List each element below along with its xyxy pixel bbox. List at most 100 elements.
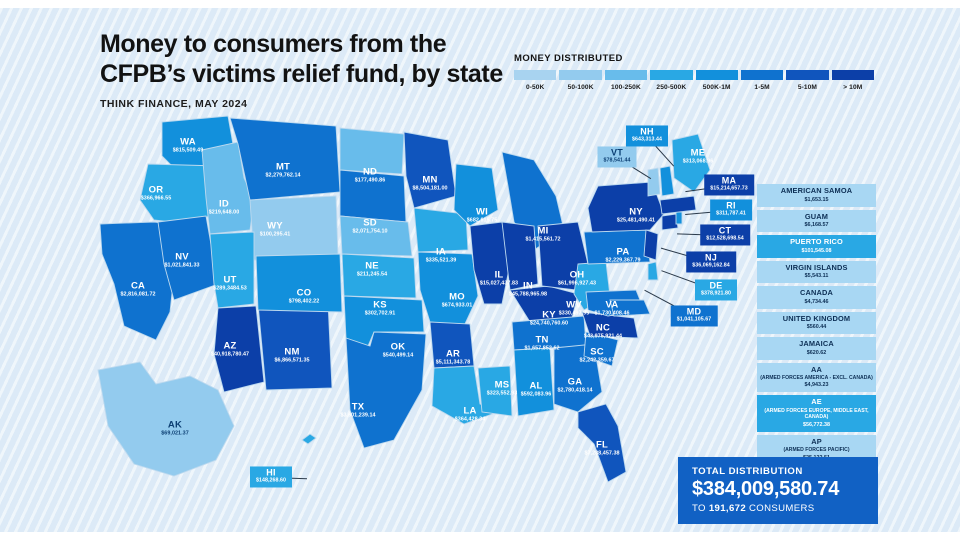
state-shape-ma[interactable] [659,195,697,215]
state-shape-ri[interactable] [675,211,683,225]
state-shape-nh[interactable] [659,165,675,197]
territories-list: AMERICAN SAMOA $1,653.15 GUAM $6,168.57 PUER… [757,184,876,468]
legend-item: 1-5M [740,70,784,91]
header: Money to consumers from the CFPB’s victi… [100,30,503,110]
territory-row[interactable]: AMERICAN SAMOA $1,653.15 [757,184,876,207]
state-shape-co[interactable] [255,253,343,313]
territory-name: CANADA [800,288,833,298]
state-shape-nv[interactable] [157,215,219,301]
territory-row[interactable]: UNITED KINGDOM $560.44 [757,311,876,335]
state-shape-de[interactable] [647,261,659,281]
territory-name: UNITED KINGDOM [782,313,851,323]
legend-swatch [786,70,829,80]
legend-label: 0-50K [525,84,545,91]
territory-row[interactable]: AE (ARMED FORCES EUROPE, MIDDLE EAST, CAN… [757,395,876,432]
territory-name: GUAM [804,211,829,221]
legend-title: MONEY DISTRIBUTED [514,53,623,64]
territory-name: AMERICAN SAMOA [780,186,853,195]
state-shape-pa[interactable] [583,229,651,265]
state-shape-sc[interactable] [583,331,619,367]
state-shape-ks[interactable] [341,253,417,299]
state-shape-nd[interactable] [339,127,405,175]
state-shape-hi[interactable] [301,433,317,445]
state-shape-nj[interactable] [643,229,659,261]
state-shape-vt[interactable] [647,167,661,197]
legend-item: 100-250K [604,70,648,91]
territory-value: $101,545.08 [801,247,832,254]
territory-name: AE [811,397,822,407]
state-shape-me[interactable] [671,133,711,193]
territory-row[interactable]: PUERTO RICO $101,545.08 [757,235,876,258]
territory-value: $1,653.15 [804,196,829,203]
state-shape-ms[interactable] [477,365,513,417]
state-shape-ut[interactable] [209,231,255,309]
state-shape-ak[interactable] [97,361,235,477]
legend: MONEY DISTRIBUTED 0-50K 50-100K 100-250K 25… [514,53,874,91]
state-shape-nm[interactable] [257,301,333,391]
legend-item: 5-10M [786,70,829,91]
state-shape-ct[interactable] [661,213,679,231]
state-shape-in[interactable] [501,221,539,291]
legend-item: 50-100K [559,70,602,91]
state-shape-ne[interactable] [339,215,413,257]
state-shape-wy[interactable] [249,195,339,261]
state-shape-mn[interactable] [403,131,457,209]
territory-value: $560.44 [806,324,827,331]
territory-value: $5,543.11 [804,273,829,280]
territory-subtitle: (ARMED FORCES EUROPE, MIDDLE EAST, CANAD… [764,408,869,421]
total-distribution-box: TOTAL DISTRIBUTION $384,009,580.74 TO 19… [678,457,878,524]
total-consumers: TO 191,672 CONSUMERS [692,503,878,514]
choropleth-map: WA $815,509.49 OR $366,966.55 CA $2,816,081.7… [78,104,754,504]
state-shape-sd[interactable] [339,169,407,223]
territory-value: $6,168.57 [804,222,829,229]
territory-row[interactable]: CANADA $4,734.46 [757,286,876,309]
total-prefix: TO [692,503,706,514]
territory-value: $620.62 [806,349,827,356]
total-suffix: CONSUMERS [749,503,815,514]
state-shape-ia[interactable] [413,207,469,253]
state-shape-tn[interactable] [511,315,587,351]
territory-value: $4,943.23 [804,382,829,389]
state-shape-al[interactable] [513,347,555,417]
legend-swatch [604,70,648,80]
state-shape-ar[interactable] [429,321,475,369]
state-shape-fl[interactable] [577,403,627,483]
total-consumer-count: 191,672 [708,503,747,514]
infographic-canvas: Money to consumers from the CFPB’s victi… [0,8,960,532]
territory-value: $4,734.46 [804,298,829,305]
territory-subtitle: (ARMED FORCES AMERICA - EXCL. CANADA) [760,375,873,382]
legend-item: > 10M [831,70,874,91]
legend-label: 500K-1M [702,84,731,91]
page-title: Money to consumers from the CFPB’s victi… [100,30,503,89]
state-shape-mt[interactable] [229,117,341,201]
total-label: TOTAL DISTRIBUTION [692,466,803,477]
legend-item: 500K-1M [695,70,738,91]
territory-name: AA [811,364,822,374]
legend-swatch [695,70,738,80]
state-shape-wi[interactable] [453,163,499,227]
territory-name: PUERTO RICO [790,237,843,247]
letterbox-top [0,0,960,8]
territory-name: VIRGIN ISLANDS [785,262,848,272]
state-shape-tx[interactable] [345,331,427,449]
territory-row[interactable]: GUAM $6,168.57 [757,209,876,233]
territory-row[interactable]: VIRGIN ISLANDS $5,543.11 [757,260,876,284]
page-subtitle: THINK FINANCE, MAY 2024 [100,98,248,110]
legend-swatch [559,70,602,80]
letterbox-bottom [0,532,960,540]
state-shape-md[interactable] [609,299,651,317]
territory-subtitle: (ARMED FORCES PACIFIC) [783,447,850,454]
legend-swatch [514,70,557,80]
state-shape-mo[interactable] [417,251,479,327]
state-shape-az[interactable] [213,305,265,393]
total-amount: $384,009,580.74 [692,478,840,500]
legend-item: 250-500K [650,70,693,91]
territory-row[interactable]: JAMAICA $620.62 [757,337,876,360]
legend-swatch [831,70,874,80]
legend-label: 250-500K [656,84,687,91]
territory-row[interactable]: AA (ARMED FORCES AMERICA - EXCL. CANADA) $… [757,362,876,393]
state-shape-ky[interactable] [509,285,579,323]
territory-name: JAMAICA [799,339,834,349]
legend-swatch [740,70,784,80]
